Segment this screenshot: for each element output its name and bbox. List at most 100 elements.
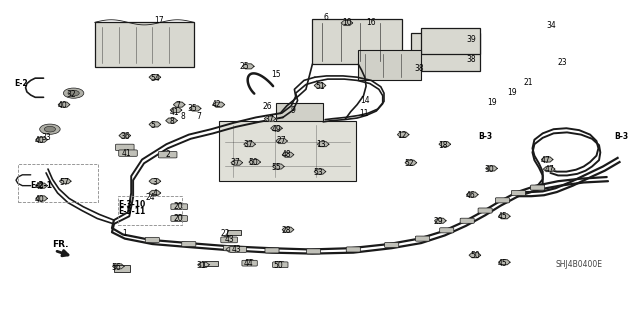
Text: 4: 4 — [152, 189, 157, 198]
Polygon shape — [149, 179, 161, 184]
Polygon shape — [149, 75, 161, 80]
Text: 37: 37 — [243, 140, 253, 149]
Text: 40: 40 — [35, 195, 45, 204]
Text: 52: 52 — [404, 159, 415, 168]
Text: 40: 40 — [35, 182, 45, 191]
FancyBboxPatch shape — [276, 103, 323, 124]
Polygon shape — [435, 218, 446, 223]
Text: 8: 8 — [180, 112, 185, 121]
Text: 5: 5 — [150, 121, 155, 130]
FancyBboxPatch shape — [531, 185, 545, 190]
Text: 54: 54 — [150, 74, 160, 83]
Text: FR.: FR. — [52, 240, 69, 249]
Polygon shape — [273, 164, 284, 169]
Polygon shape — [227, 230, 241, 235]
Text: 42: 42 — [211, 100, 221, 109]
Text: 49: 49 — [271, 125, 282, 134]
Text: E-3-10: E-3-10 — [118, 200, 146, 209]
Text: E-2: E-2 — [14, 79, 28, 88]
Text: 22: 22 — [221, 229, 230, 238]
FancyBboxPatch shape — [119, 150, 138, 156]
Text: 19: 19 — [486, 98, 497, 107]
Text: 33: 33 — [41, 133, 51, 142]
Text: B-3: B-3 — [614, 132, 628, 141]
Circle shape — [40, 124, 60, 134]
Text: 40: 40 — [35, 137, 45, 145]
Text: 21: 21 — [524, 78, 532, 87]
FancyBboxPatch shape — [415, 236, 429, 241]
Text: 9: 9 — [291, 106, 296, 115]
Polygon shape — [314, 169, 326, 174]
Text: 45: 45 — [497, 259, 508, 268]
Polygon shape — [244, 142, 255, 147]
Text: 7: 7 — [175, 101, 180, 110]
Text: 14: 14 — [360, 96, 370, 105]
Polygon shape — [249, 160, 260, 165]
Polygon shape — [486, 166, 497, 171]
Polygon shape — [341, 20, 353, 26]
FancyBboxPatch shape — [495, 198, 509, 203]
Text: 50: 50 — [470, 251, 480, 260]
FancyBboxPatch shape — [159, 152, 177, 158]
FancyBboxPatch shape — [312, 19, 402, 64]
Polygon shape — [271, 126, 282, 131]
Text: 7: 7 — [196, 112, 201, 121]
Text: 35: 35 — [187, 104, 197, 113]
Polygon shape — [60, 179, 71, 184]
Polygon shape — [499, 260, 510, 265]
Polygon shape — [275, 262, 286, 267]
Polygon shape — [204, 261, 218, 266]
FancyBboxPatch shape — [511, 190, 525, 196]
Text: 50: 50 — [248, 158, 258, 167]
Text: 44: 44 — [243, 259, 253, 268]
FancyBboxPatch shape — [385, 242, 399, 248]
FancyBboxPatch shape — [221, 237, 237, 243]
Text: 28: 28 — [282, 226, 291, 235]
FancyBboxPatch shape — [223, 246, 237, 251]
Text: 18: 18 — [438, 141, 447, 150]
Text: E-2-1: E-2-1 — [31, 181, 52, 189]
Circle shape — [68, 90, 79, 96]
Text: 23: 23 — [557, 58, 567, 67]
Text: 45: 45 — [497, 212, 508, 221]
Text: 10: 10 — [342, 19, 352, 27]
Polygon shape — [173, 102, 185, 107]
Polygon shape — [314, 83, 326, 88]
Polygon shape — [113, 264, 124, 269]
Polygon shape — [166, 118, 177, 123]
Text: 11: 11 — [359, 109, 368, 118]
Polygon shape — [213, 102, 225, 107]
Circle shape — [63, 88, 84, 98]
Text: 38: 38 — [467, 55, 477, 63]
Text: 36: 36 — [120, 132, 130, 141]
Text: 47: 47 — [540, 156, 550, 165]
FancyBboxPatch shape — [182, 241, 196, 247]
Polygon shape — [36, 137, 47, 142]
Polygon shape — [122, 150, 134, 155]
Polygon shape — [226, 247, 237, 252]
Text: 43: 43 — [232, 245, 242, 254]
Text: 20: 20 — [173, 214, 183, 223]
Polygon shape — [543, 167, 555, 172]
FancyBboxPatch shape — [171, 216, 188, 221]
Polygon shape — [405, 160, 417, 165]
Polygon shape — [317, 142, 329, 147]
Polygon shape — [439, 142, 451, 147]
Polygon shape — [469, 253, 481, 258]
Text: 2: 2 — [165, 150, 170, 159]
FancyBboxPatch shape — [171, 204, 188, 210]
Polygon shape — [231, 160, 243, 165]
Text: 53: 53 — [314, 168, 324, 177]
Circle shape — [44, 126, 56, 132]
Text: 8: 8 — [169, 117, 174, 126]
Text: 57: 57 — [59, 178, 69, 187]
Polygon shape — [198, 262, 209, 267]
Polygon shape — [173, 215, 185, 220]
Text: 51: 51 — [315, 82, 325, 91]
Text: 24: 24 — [145, 193, 156, 202]
Text: 37: 37 — [264, 115, 274, 124]
FancyBboxPatch shape — [411, 33, 480, 71]
FancyBboxPatch shape — [307, 249, 321, 254]
Text: SHJ4B0400E: SHJ4B0400E — [556, 260, 602, 269]
Text: 46: 46 — [465, 191, 476, 200]
